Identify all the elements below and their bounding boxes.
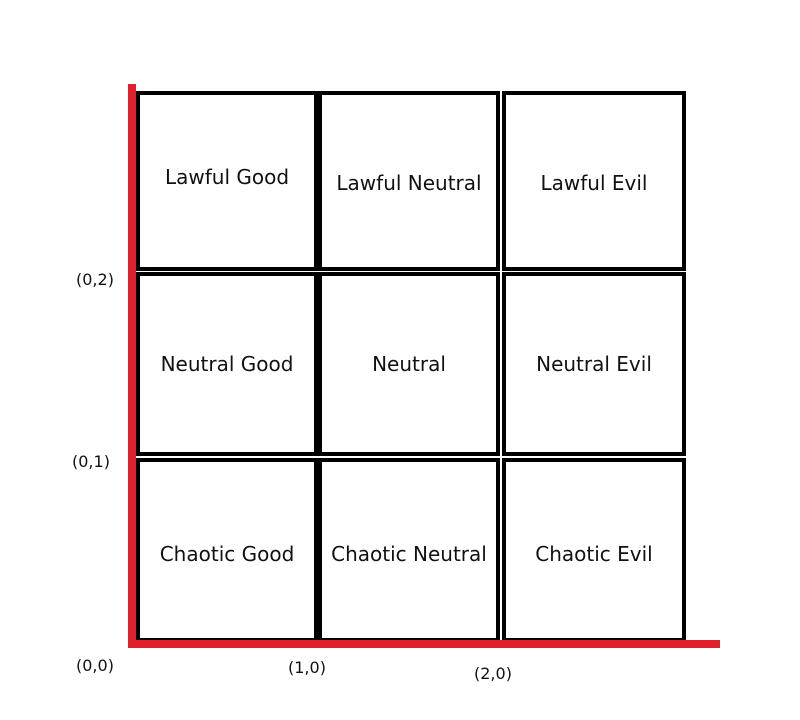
cell-label: Neutral [372, 352, 446, 376]
cell-neutral-good: Neutral Good [136, 272, 318, 456]
cell-neutral-evil: Neutral Evil [502, 272, 686, 456]
cell-lawful-evil: Lawful Evil [502, 91, 686, 271]
cell-lawful-good: Lawful Good [136, 91, 318, 271]
cell-label: Lawful Good [164, 165, 290, 189]
cell-chaotic-good: Chaotic Good [136, 458, 318, 642]
coord-label-x1: (1,0) [288, 658, 326, 677]
cell-chaotic-neutral: Chaotic Neutral [318, 458, 500, 642]
coord-label-y2: (0,2) [76, 270, 114, 289]
cell-label: Chaotic Neutral [331, 542, 487, 566]
cell-label: Chaotic Evil [535, 542, 653, 566]
cell-label: Chaotic Good [159, 542, 295, 566]
cell-label: Neutral Evil [536, 352, 652, 376]
x-axis-line [128, 640, 720, 648]
y-axis-line [128, 84, 136, 648]
cell-neutral: Neutral [318, 272, 500, 456]
cell-label: Lawful Neutral [336, 171, 482, 195]
coord-label-y1: (0,1) [72, 452, 110, 471]
cell-label: Neutral Good [160, 352, 294, 376]
cell-label: Lawful Evil [540, 171, 648, 195]
cell-lawful-neutral: Lawful Neutral [318, 91, 500, 271]
coord-label-x2: (2,0) [474, 664, 512, 683]
cell-chaotic-evil: Chaotic Evil [502, 458, 686, 642]
coord-label-origin: (0,0) [76, 656, 114, 675]
